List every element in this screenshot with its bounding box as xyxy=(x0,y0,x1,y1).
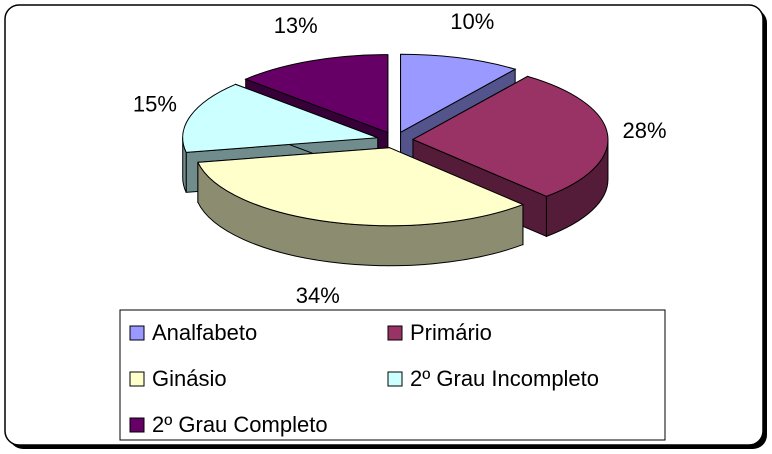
legend-label: 2º Grau Completo xyxy=(152,412,328,437)
data-label: 34% xyxy=(296,283,340,308)
slice-top xyxy=(411,75,609,197)
slice-top xyxy=(400,53,517,134)
legend-label: 2º Grau Incompleto xyxy=(410,366,599,391)
legend-label: Ginásio xyxy=(152,366,227,391)
legend-label: Primário xyxy=(410,320,492,345)
legend-swatch xyxy=(129,417,145,433)
slice-top xyxy=(244,54,389,134)
slice-top xyxy=(182,83,378,153)
legend-label: Analfabeto xyxy=(152,320,257,345)
data-label: 28% xyxy=(622,118,666,143)
pie: 10% 28% 34% 15% 13% xyxy=(133,9,667,308)
data-label: 15% xyxy=(133,91,177,116)
legend-swatch xyxy=(387,325,403,341)
data-label: 10% xyxy=(450,9,494,34)
legend-swatch xyxy=(387,371,403,387)
legend-items: Analfabeto Primário Ginásio 2º Grau Incompl… xyxy=(129,320,599,437)
slice-top xyxy=(197,147,525,227)
legend-swatch xyxy=(129,325,145,341)
data-label: 13% xyxy=(274,13,318,38)
slice xyxy=(197,146,525,267)
legend-swatch xyxy=(129,371,145,387)
